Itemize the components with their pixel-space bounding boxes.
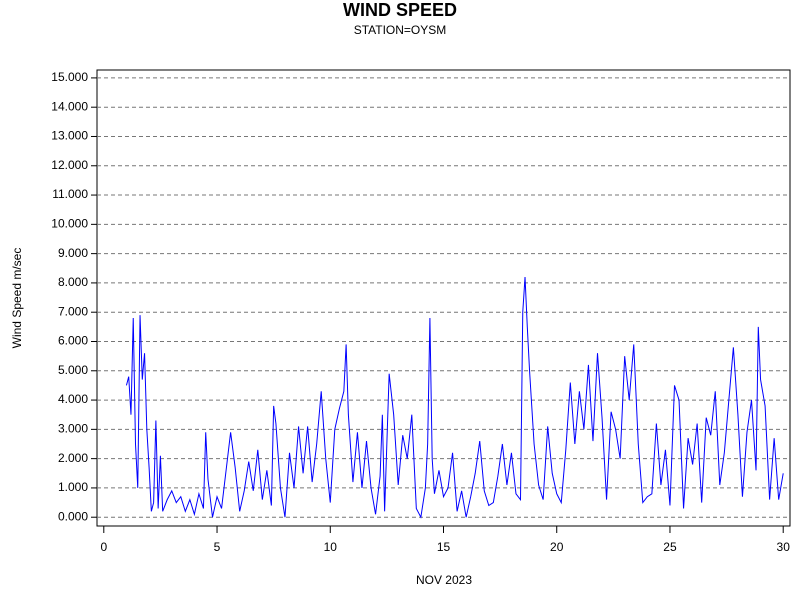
y-tick-label: 14.000 (51, 99, 88, 113)
wind-speed-line (125, 277, 784, 519)
y-tick-label: 15.000 (51, 70, 88, 84)
y-tick-label: 10.000 (51, 217, 88, 231)
y-tick-label: 12.000 (51, 158, 88, 172)
y-axis-label: Wind Speed m/sec (10, 248, 24, 349)
x-tick-label: 15 (437, 540, 451, 554)
y-tick-label: 3.000 (58, 422, 88, 436)
x-tick-label: 25 (663, 540, 677, 554)
chart-title: WIND SPEED (343, 0, 457, 20)
x-tick-label: 0 (100, 540, 107, 554)
y-tick-label: 9.000 (58, 246, 88, 260)
x-tick-label: 5 (214, 540, 221, 554)
y-tick-label: 5.000 (58, 363, 88, 377)
y-tick-label: 0.000 (58, 509, 88, 523)
y-tick-label: 11.000 (52, 187, 88, 201)
chart-subtitle: STATION=OYSM (354, 23, 447, 37)
y-tick-label: 13.000 (51, 129, 88, 143)
x-tick-label: 20 (550, 540, 564, 554)
x-tick-label: 30 (777, 540, 791, 554)
y-tick-label: 2.000 (58, 451, 88, 465)
y-tick-label: 8.000 (58, 275, 88, 289)
y-tick-label: 4.000 (58, 392, 88, 406)
y-tick-label: 7.000 (58, 304, 88, 318)
y-tick-label: 1.000 (58, 480, 88, 494)
x-axis-label: NOV 2023 (416, 573, 472, 587)
x-tick-label: 10 (324, 540, 338, 554)
y-tick-label: 6.000 (58, 334, 88, 348)
